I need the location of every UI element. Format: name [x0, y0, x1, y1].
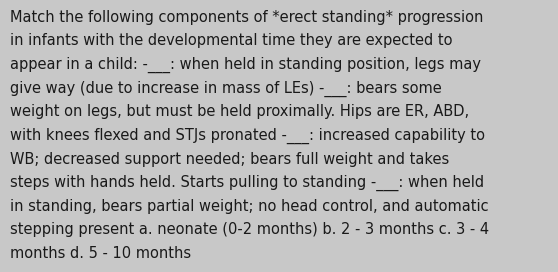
- Text: stepping present a. neonate (0-2 months) b. 2 - 3 months c. 3 - 4: stepping present a. neonate (0-2 months)…: [10, 222, 489, 237]
- Text: appear in a child: -___: when held in standing position, legs may: appear in a child: -___: when held in st…: [10, 57, 481, 73]
- Text: Match the following components of *erect standing* progression: Match the following components of *erect…: [10, 10, 483, 24]
- Text: with knees flexed and STJs pronated -___: increased capability to: with knees flexed and STJs pronated -___…: [10, 128, 485, 144]
- Text: steps with hands held. Starts pulling to standing -___: when held: steps with hands held. Starts pulling to…: [10, 175, 484, 191]
- Text: give way (due to increase in mass of LEs) -___: bears some: give way (due to increase in mass of LEs…: [10, 81, 442, 97]
- Text: in standing, bears partial weight; no head control, and automatic: in standing, bears partial weight; no he…: [10, 199, 489, 214]
- Text: in infants with the developmental time they are expected to: in infants with the developmental time t…: [10, 33, 453, 48]
- Text: months d. 5 - 10 months: months d. 5 - 10 months: [10, 246, 191, 261]
- Text: WB; decreased support needed; bears full weight and takes: WB; decreased support needed; bears full…: [10, 152, 449, 166]
- Text: weight on legs, but must be held proximally. Hips are ER, ABD,: weight on legs, but must be held proxima…: [10, 104, 469, 119]
